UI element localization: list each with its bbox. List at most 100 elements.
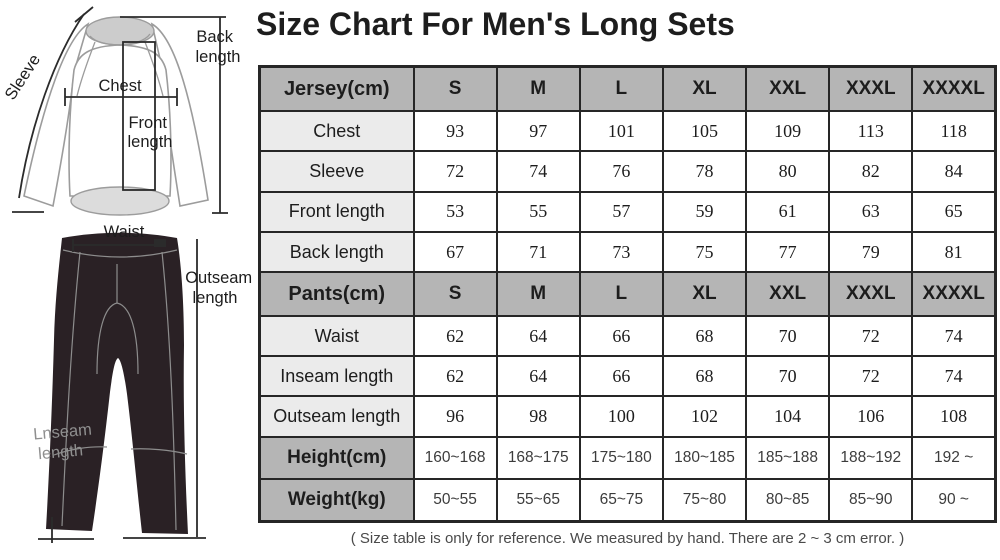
pants-waistband-seam — [62, 249, 178, 258]
cell-chest-2: 97 — [495, 110, 581, 153]
size-table-body: Jersey(cm) S M L XL XXL XXXL XXXXL Chest 93 97 101 1… — [258, 65, 997, 523]
cell-outseam-length-7: 108 — [911, 395, 997, 438]
cell-height-cm-5: 185~188 — [745, 435, 831, 480]
cell-jersey-cm-6: XXXL — [828, 65, 914, 113]
cell-weight-kg-3: 65~75 — [578, 477, 664, 523]
cell-front-length-2: 55 — [495, 190, 581, 233]
cell-sleeve-1: 72 — [412, 150, 498, 193]
cell-front-length-3: 57 — [578, 190, 664, 233]
cell-back-length-3: 73 — [578, 230, 664, 274]
back-length-measure-line — [120, 16, 228, 214]
sleeve-measure-line — [18, 13, 85, 199]
cell-waist-1: 62 — [412, 314, 498, 358]
row-label-inseam-length: Inseam length — [258, 355, 415, 398]
cell-inseam-length-2: 64 — [495, 355, 581, 398]
row-label-weight-kg: Weight(kg) — [258, 477, 415, 523]
cell-back-length-5: 77 — [745, 230, 831, 274]
pants-right-knee-seam — [130, 448, 188, 455]
cell-outseam-length-2: 98 — [495, 395, 581, 438]
cell-inseam-length-7: 74 — [911, 355, 997, 398]
cell-front-length-1: 53 — [412, 190, 498, 233]
cell-waist-6: 72 — [828, 314, 914, 358]
cell-weight-kg-5: 80~85 — [745, 477, 831, 523]
cell-back-length-6: 79 — [828, 230, 914, 274]
row-label-jersey-cm: Jersey(cm) — [258, 65, 415, 113]
pants-pad-seam — [96, 302, 139, 375]
cell-pants-cm-4: XL — [661, 271, 748, 317]
cell-inseam-length-5: 70 — [745, 355, 831, 398]
table-row-waist: Waist 62 64 66 68 70 72 74 — [258, 314, 997, 358]
cell-sleeve-4: 78 — [661, 150, 748, 193]
chest-label: Chest — [98, 77, 142, 95]
row-label-back-length: Back length — [258, 230, 415, 274]
cell-height-cm-6: 188~192 — [828, 435, 914, 480]
cell-sleeve-6: 82 — [828, 150, 914, 193]
waist-label: Waist — [104, 223, 145, 241]
pants-shape — [46, 232, 188, 534]
table-row-height-cm: Height(cm) 160~168 168~175 175~180 180~185 18… — [258, 435, 997, 480]
inseam-length-label: Lnseam length — [33, 420, 99, 463]
waist-measure-end-mark — [154, 239, 166, 247]
cell-height-cm-4: 180~185 — [661, 435, 748, 480]
cell-jersey-cm-5: XXL — [745, 65, 831, 113]
cell-front-length-6: 63 — [828, 190, 914, 233]
front-length-label: Front length — [128, 114, 173, 151]
cell-pants-cm-6: XXXL — [828, 271, 914, 317]
pants-left-knee-seam — [53, 446, 108, 456]
cell-jersey-cm-4: XL — [661, 65, 748, 113]
cell-chest-3: 101 — [578, 110, 664, 153]
table-row-chest: Chest 93 97 101 105 109 113 118 — [258, 110, 997, 153]
cell-height-cm-1: 160~168 — [412, 435, 498, 480]
row-label-height-cm: Height(cm) — [258, 435, 415, 480]
cell-outseam-length-6: 106 — [828, 395, 914, 438]
cell-sleeve-3: 76 — [578, 150, 664, 193]
table-row-pants-cm: Pants(cm) S M L XL XXL XXXL XXXXL — [258, 271, 997, 317]
cell-pants-cm-3: L — [578, 271, 664, 317]
size-table: Jersey(cm) S M L XL XXL XXXL XXXXL Chest 93 97 101 1… — [258, 65, 997, 523]
cell-front-length-5: 61 — [745, 190, 831, 233]
row-label-sleeve: Sleeve — [258, 150, 415, 193]
cell-waist-5: 70 — [745, 314, 831, 358]
waist-measure-line — [72, 239, 166, 252]
row-label-chest: Chest — [258, 110, 415, 153]
cell-chest-4: 105 — [661, 110, 748, 153]
cell-sleeve-5: 80 — [745, 150, 831, 193]
row-label-waist: Waist — [258, 314, 415, 358]
front-length-measure-box — [122, 41, 156, 191]
cell-chest-1: 93 — [412, 110, 498, 153]
cell-weight-kg-7: 90 ~ — [911, 477, 997, 523]
cell-inseam-length-3: 66 — [578, 355, 664, 398]
sleeve-label: Sleeve — [2, 51, 45, 103]
cell-outseam-length-1: 96 — [412, 395, 498, 438]
table-row-outseam-length: Outseam length 96 98 100 102 104 106 108 — [258, 395, 997, 438]
cell-chest-6: 113 — [828, 110, 914, 153]
cell-front-length-7: 65 — [911, 190, 997, 233]
cell-jersey-cm-3: L — [578, 65, 664, 113]
cell-back-length-7: 81 — [911, 230, 997, 274]
cell-weight-kg-6: 85~90 — [828, 477, 914, 523]
cell-height-cm-2: 168~175 — [495, 435, 581, 480]
cell-chest-5: 109 — [745, 110, 831, 153]
page-title: Size Chart For Men's Long Sets — [256, 6, 735, 42]
size-chart-note: ( Size table is only for reference. We m… — [350, 530, 905, 547]
table-row-back-length: Back length 67 71 73 75 77 79 81 — [258, 230, 997, 274]
cell-back-length-1: 67 — [412, 230, 498, 274]
table-row-front-length: Front length 53 55 57 59 61 63 65 — [258, 190, 997, 233]
cell-jersey-cm-2: M — [495, 65, 581, 113]
table-row-jersey-cm: Jersey(cm) S M L XL XXL XXXL XXXXL — [258, 65, 997, 113]
garment-measurement-diagram: Sleeve Chest Front length Back length Wa… — [2, 6, 252, 543]
cell-sleeve-7: 84 — [911, 150, 997, 193]
cell-pants-cm-2: M — [495, 271, 581, 317]
cell-outseam-length-5: 104 — [745, 395, 831, 438]
cell-chest-7: 118 — [911, 110, 997, 153]
inseam-measure-marks — [38, 517, 94, 543]
cell-outseam-length-3: 100 — [578, 395, 664, 438]
jersey-collar-inner — [89, 33, 151, 46]
cell-weight-kg-4: 75~80 — [661, 477, 748, 523]
cell-waist-4: 68 — [661, 314, 748, 358]
cell-jersey-cm-7: XXXXL — [911, 65, 997, 113]
cell-back-length-2: 71 — [495, 230, 581, 274]
table-row-inseam-length: Inseam length 62 64 66 68 70 72 74 — [258, 355, 997, 398]
jersey-body — [68, 44, 172, 197]
cell-waist-7: 74 — [911, 314, 997, 358]
